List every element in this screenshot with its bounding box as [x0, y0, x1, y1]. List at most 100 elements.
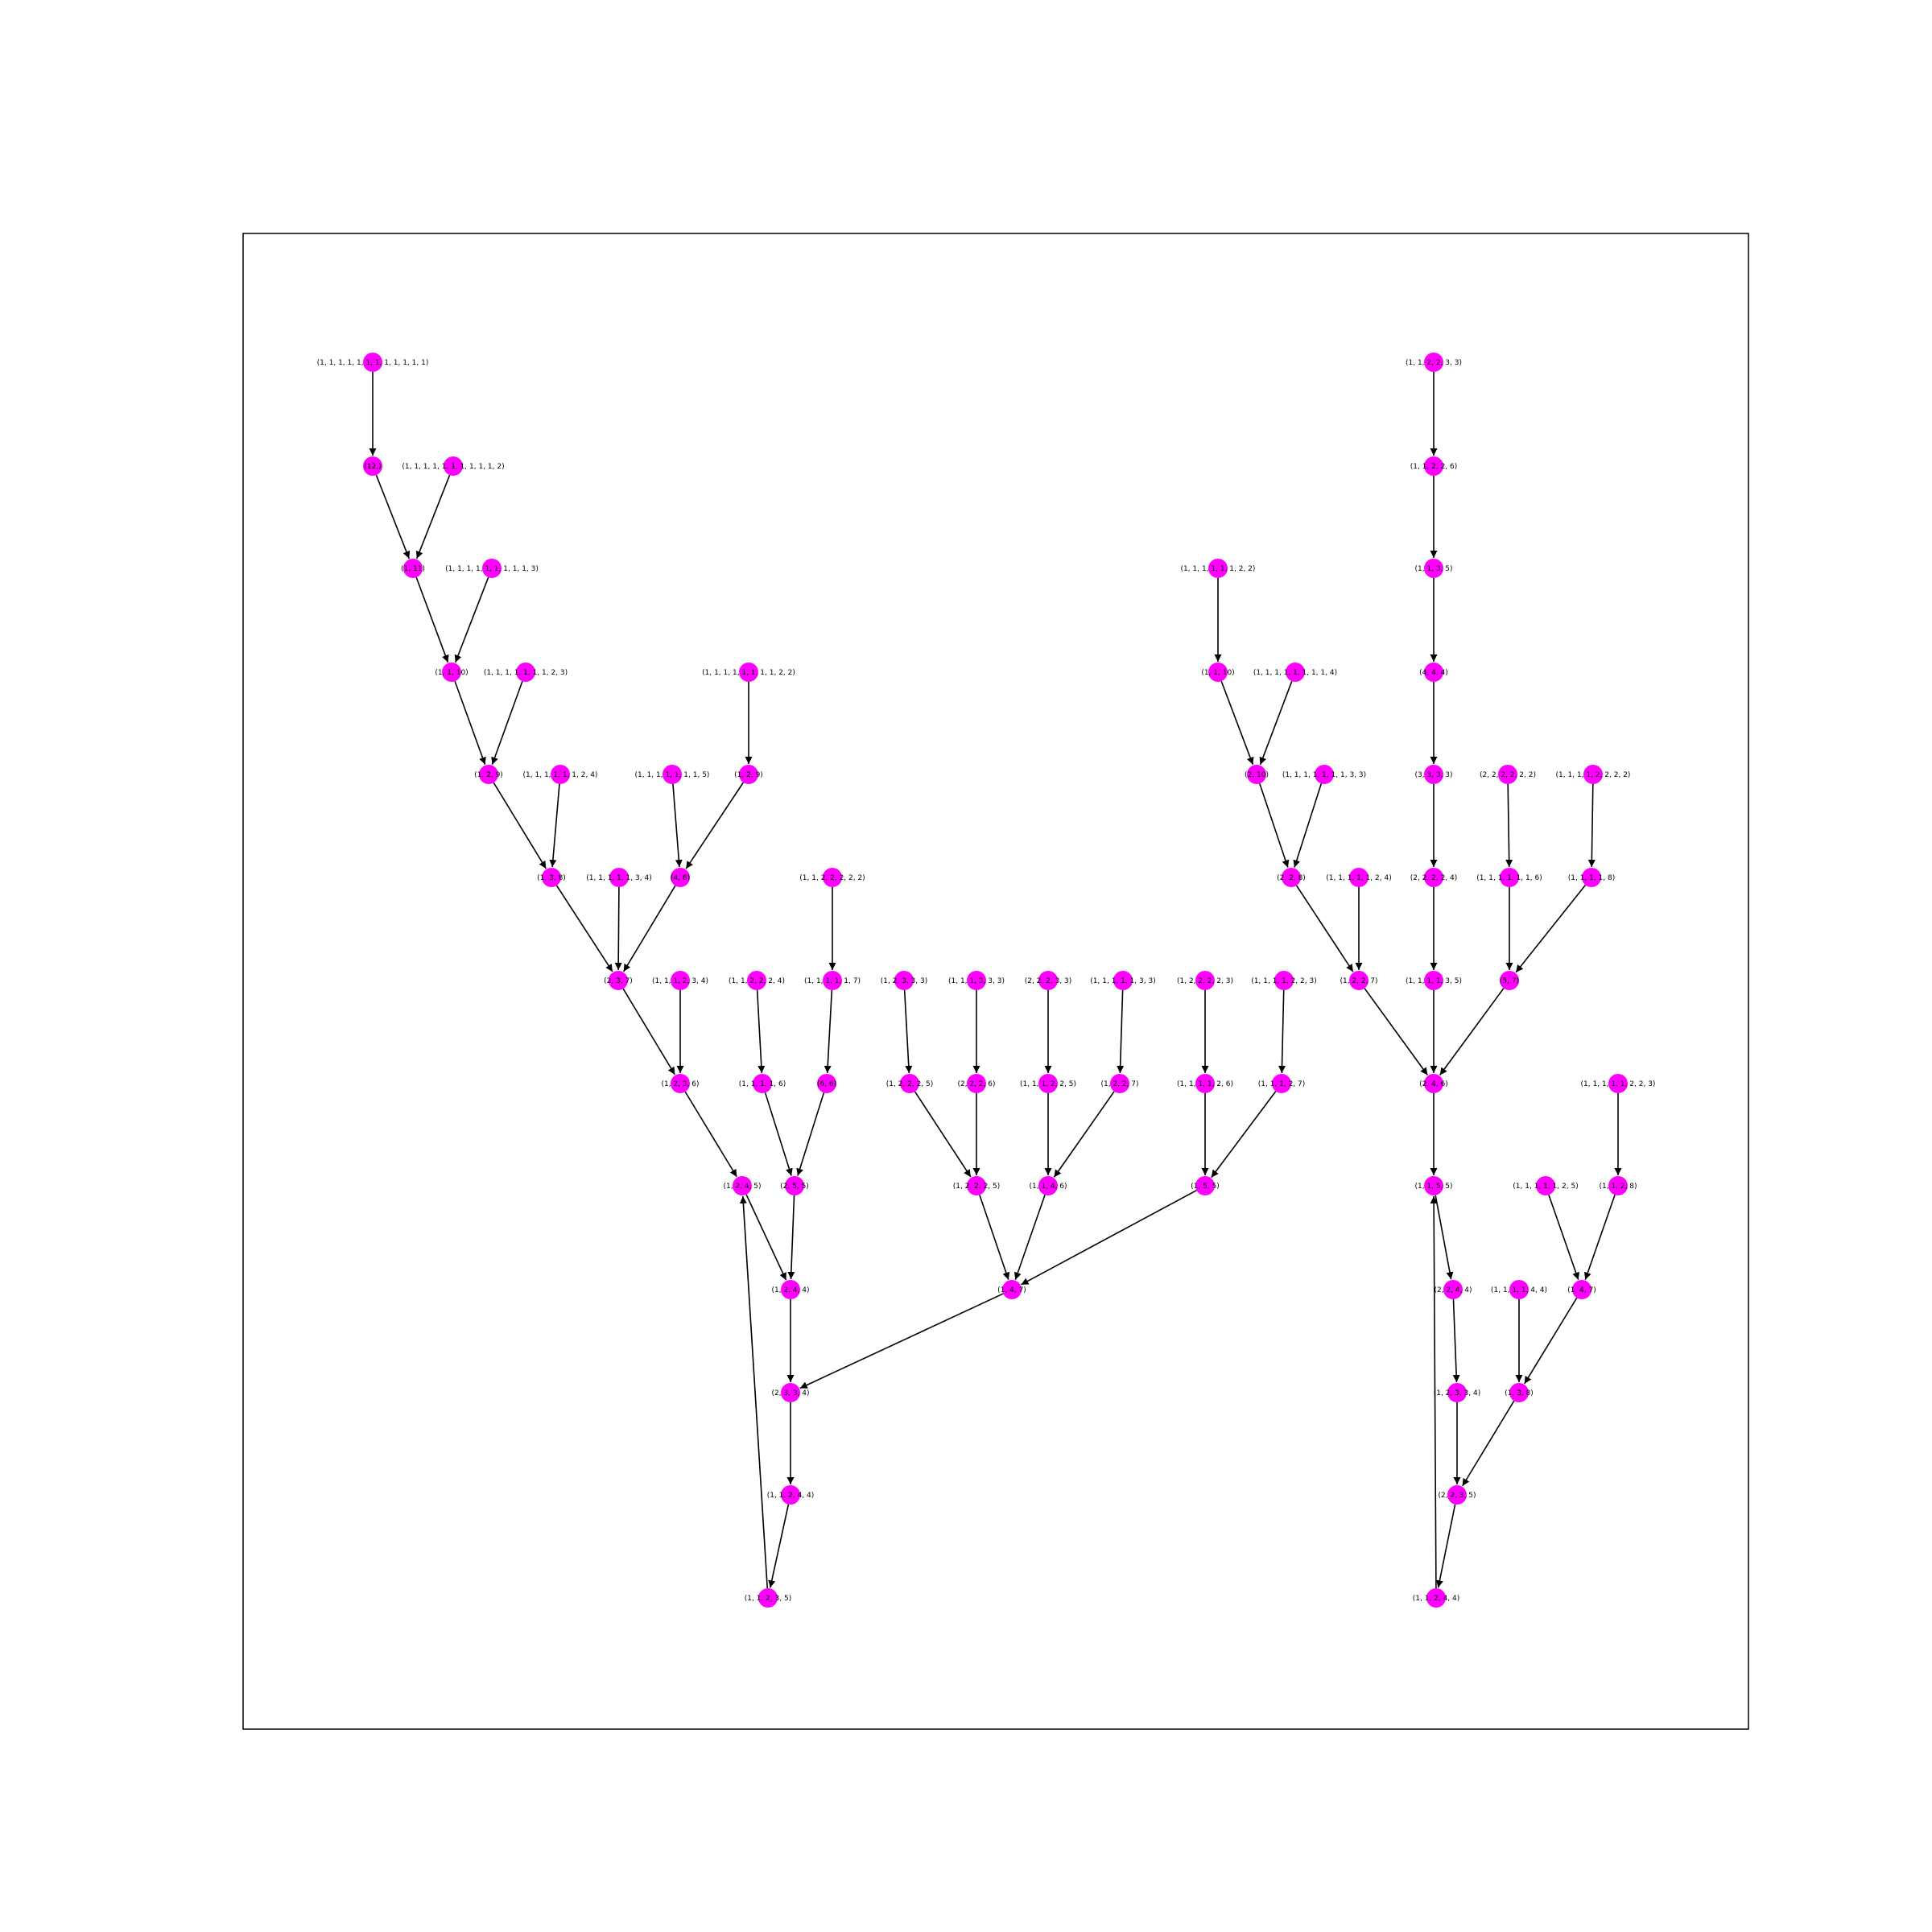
graph-node	[1582, 868, 1601, 887]
graph-node	[671, 868, 690, 887]
nodes-layer	[363, 353, 1628, 1608]
edge-n61-n71	[1435, 1195, 1454, 1280]
graph-node	[1443, 1280, 1463, 1299]
node-label: (1, 1, 1, 1, 1, 7)	[804, 977, 861, 985]
node-label: (1, 1, 1, 1, 1, 1, 1, 1, 1, 1, 1, 1)	[317, 359, 429, 367]
edge-n64-n60	[1439, 988, 1505, 1075]
graph-node	[444, 456, 463, 476]
node-label: (1, 4, 7)	[1567, 1286, 1596, 1294]
node-label: (4, 8)	[671, 874, 690, 882]
node-label: (1, 1, 1, 1, 1, 1, 1, 2, 3)	[484, 669, 568, 677]
graph-node	[823, 868, 842, 887]
graph-node	[1500, 971, 1519, 990]
graph-node	[747, 971, 766, 990]
node-label: (1, 1, 1, 2, 2, 5)	[1020, 1080, 1076, 1088]
edge-n65-n66	[1587, 783, 1596, 868]
edge-n27-n36	[764, 1092, 793, 1176]
node-label: (2, 2, 2, 2, 4)	[1410, 874, 1458, 882]
graph-node	[1208, 559, 1228, 578]
edge-n28-n36	[796, 1092, 825, 1176]
node-label: (1, 2, 3, 3, 3)	[881, 977, 928, 985]
node-label: (2, 2, 4, 4)	[1434, 1286, 1472, 1294]
labels-layer: (1, 1, 1, 1, 1, 1, 1, 1, 1, 1, 1, 1) (12,…	[317, 359, 1656, 1603]
graph-node	[1349, 971, 1368, 990]
graph-node	[1315, 765, 1334, 784]
graph-node	[1424, 765, 1443, 784]
graph-node	[1447, 1383, 1467, 1402]
graph-node	[739, 663, 758, 682]
graph-node	[781, 1485, 800, 1505]
graph-node	[1608, 1074, 1628, 1093]
node-label: (1, 1, 2, 2, 2, 2, 2)	[799, 874, 865, 882]
node-label: (3, 3, 3, 3)	[1414, 771, 1452, 779]
node-label: (2, 2, 3, 5)	[1438, 1492, 1476, 1500]
node-label: (1, 1, 5, 5)	[1414, 1183, 1452, 1191]
node-label: (1, 2, 3, 6)	[661, 1080, 699, 1088]
node-label: (1, 1, 1, 1, 4, 4)	[1491, 1286, 1547, 1294]
edge-n10-n14	[672, 783, 683, 868]
node-label: (1, 1, 2, 4, 4)	[1413, 1595, 1460, 1603]
edge-n48-n50	[1259, 783, 1290, 868]
node-label: (1, 1, 1, 1, 2, 6)	[1177, 1080, 1233, 1088]
edge-n5-n7	[454, 681, 486, 766]
graph-node	[1110, 1074, 1129, 1093]
node-label: (1, 1, 2, 4, 4)	[767, 1492, 815, 1500]
node-label: (1, 1, 3, 5)	[1414, 565, 1452, 573]
graph-node	[1424, 971, 1443, 990]
node-label: (1, 2, 9)	[734, 771, 763, 779]
node-label: (1, 1, 1, 1, 1, 1, 1, 1, 2, 2)	[702, 669, 795, 677]
node-label: (6, 6)	[817, 1080, 836, 1088]
graph-node	[551, 765, 570, 784]
node-label: (1, 1, 4, 6)	[1029, 1183, 1067, 1191]
node-label: (2, 2, 2, 6)	[957, 1080, 995, 1088]
edge-n23-n32	[1117, 989, 1125, 1074]
node-label: (1, 1, 1, 2, 7)	[1258, 1080, 1306, 1088]
edge-n2-n3	[415, 474, 451, 559]
edge-n70-n74	[1524, 1297, 1578, 1385]
node-label: (1, 2, 2, 2, 5)	[953, 1183, 1001, 1191]
edge-n7-n12	[493, 782, 547, 869]
graph-node	[1509, 1383, 1529, 1402]
node-label: (1, 1, 1, 1, 2, 2, 3)	[1251, 977, 1316, 985]
node-label: (1, 1, 1, 1, 1, 1, 1, 1, 4)	[1253, 669, 1337, 677]
edge-n9-n12	[549, 783, 560, 868]
graph-node	[1500, 868, 1519, 887]
edge-n29-n37	[914, 1091, 972, 1178]
node-label: (1, 2, 2, 7)	[1100, 1080, 1138, 1088]
graph-node	[663, 765, 682, 784]
node-label: (1, 1, 1, 1, 8)	[1568, 874, 1616, 882]
node-label: (1, 2, 4, 4)	[771, 1286, 809, 1294]
graph-node	[363, 456, 382, 476]
graph-node	[1195, 1074, 1215, 1093]
node-label: (1, 1, 10)	[435, 669, 468, 677]
graph-node	[671, 971, 690, 990]
graph-node	[781, 1280, 800, 1299]
graph-node	[967, 1074, 986, 1093]
edge-n4-n5	[454, 576, 489, 663]
node-label: (1, 1, 1, 2, 3, 4)	[652, 977, 708, 985]
graph-node	[733, 1176, 752, 1195]
graph-node	[781, 1383, 800, 1402]
edge-n3-n5	[415, 576, 449, 663]
graph-node	[1274, 971, 1294, 990]
node-label: (1, 1, 1, 1, 1, 2, 2, 3)	[1581, 1080, 1656, 1088]
graph-node	[1424, 663, 1443, 682]
edge-n13-n16	[614, 886, 622, 971]
edge-n14-n16	[623, 885, 676, 972]
node-label: (1, 1, 1, 1, 1, 3, 3)	[1090, 977, 1155, 985]
node-label: (1, 1, 1, 1, 1, 1, 2, 2)	[1181, 565, 1256, 573]
graph-node	[609, 868, 629, 887]
node-label: (1, 3, 8)	[537, 874, 566, 882]
graph-node	[1208, 663, 1228, 682]
graph-node	[479, 765, 498, 784]
node-label: (1, 1, 1, 1, 1, 1, 2, 4)	[523, 771, 598, 779]
graph-node	[1349, 868, 1368, 887]
graph-node	[1282, 868, 1301, 887]
edge-n16-n26	[622, 988, 675, 1075]
node-label: (4, 4, 4)	[1419, 669, 1448, 677]
node-label: (1, 1, 1, 3, 3, 3)	[948, 977, 1005, 985]
graph-node	[753, 1074, 772, 1093]
edge-n49-n50	[1293, 783, 1323, 868]
graph-node	[442, 663, 461, 682]
node-label: (1, 1, 1, 1, 1, 1, 1, 5)	[635, 771, 710, 779]
